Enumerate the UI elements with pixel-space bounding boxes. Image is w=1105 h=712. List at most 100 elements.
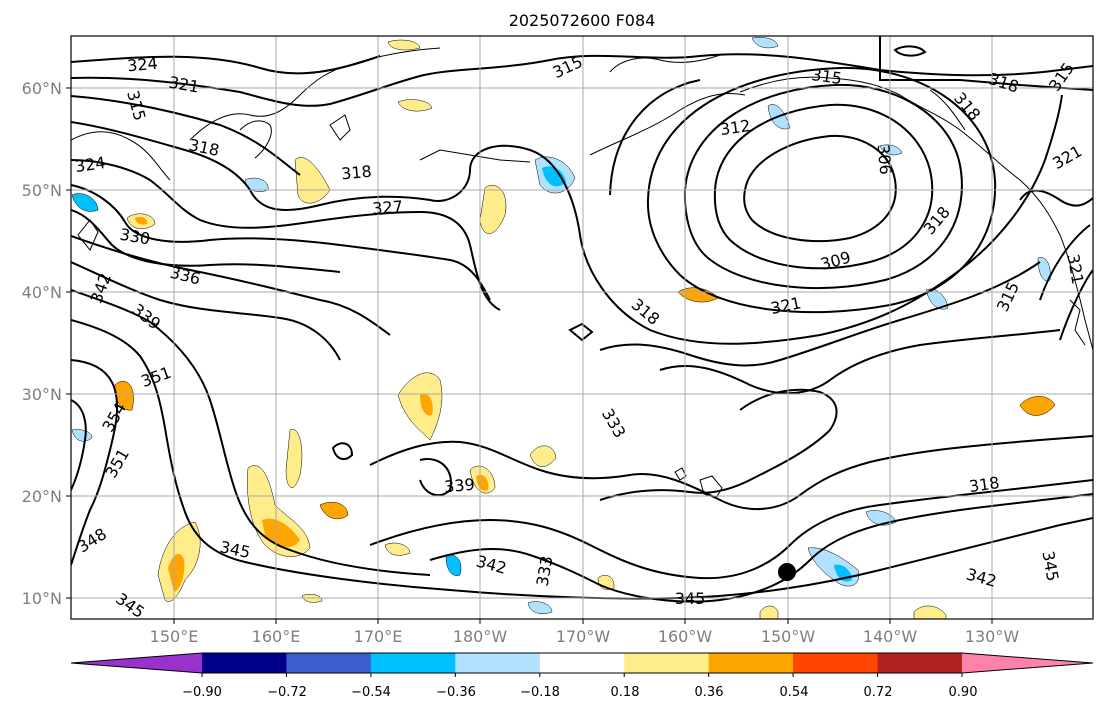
lon-label: 150°E	[150, 627, 199, 646]
shade-patch	[135, 216, 148, 225]
axis-ticks	[66, 87, 993, 624]
coastline	[589, 92, 746, 156]
coastline	[739, 76, 1093, 351]
contour-label: 339	[443, 475, 475, 497]
contour-line	[568, 322, 594, 342]
coastline	[609, 54, 721, 73]
contour-label: 318	[340, 162, 372, 184]
colorbar-label: 0.18	[611, 685, 640, 700]
colorbar-label: −0.54	[351, 685, 391, 700]
contour-label: 324	[74, 153, 107, 176]
colorbar-cell	[624, 653, 710, 673]
colorbar-cell	[202, 653, 287, 673]
contour-line	[609, 79, 701, 196]
lat-label: 10°N	[22, 589, 62, 608]
coastline	[239, 120, 272, 159]
lon-label: 160°E	[252, 627, 301, 646]
colorbar-cell	[962, 653, 1093, 673]
colorbar-cell	[455, 653, 541, 673]
contour-line	[71, 235, 391, 336]
shade-patch	[387, 39, 421, 51]
contour-label: 318	[968, 473, 1001, 496]
contour-line	[71, 159, 501, 311]
contour-line	[713, 103, 934, 270]
colorbar-cell	[793, 653, 879, 673]
lon-label: 140°W	[863, 627, 918, 646]
contour-line	[1019, 189, 1093, 207]
shade-patch	[384, 542, 411, 556]
shade-patch	[262, 518, 300, 548]
shade-patch	[751, 37, 779, 49]
colorbar-label: −0.72	[267, 685, 307, 700]
colorbar-label: −0.90	[182, 685, 222, 700]
map-frame	[70, 35, 1094, 620]
colorbar-cell	[877, 653, 963, 673]
lat-label: 60°N	[22, 79, 62, 98]
shade-patch	[71, 429, 93, 442]
colorbar-label: 0.72	[864, 685, 893, 700]
contour-line	[683, 83, 963, 290]
figure-title: 2025072600 F084	[509, 11, 656, 30]
contour-label: 312	[719, 116, 752, 139]
shade-patch	[397, 372, 443, 441]
colorbar-label: 0.54	[780, 685, 809, 700]
shade-patch	[1019, 396, 1056, 416]
coastline	[674, 467, 687, 481]
colorbar-cell	[71, 653, 202, 673]
lon-label: 170°E	[354, 627, 403, 646]
shade-patch	[285, 429, 303, 488]
contour-line	[71, 359, 119, 566]
coastline	[77, 219, 99, 251]
lon-label: 150°W	[761, 627, 816, 646]
coastline	[699, 475, 723, 499]
contour-line	[419, 458, 452, 497]
colorbar-label: 0.36	[695, 685, 724, 700]
contour-line	[1059, 269, 1093, 341]
coastline	[329, 114, 351, 141]
contour-line	[331, 442, 354, 461]
contour-line	[71, 261, 341, 361]
contour-line	[71, 95, 301, 176]
shade-patch	[445, 554, 462, 576]
shade-patch	[397, 99, 433, 112]
shade-patch	[759, 605, 779, 619]
lon-label: 170°W	[556, 627, 611, 646]
coastline	[929, 89, 966, 131]
contour-line	[71, 319, 1093, 600]
shade-patch	[542, 166, 566, 187]
colorbar-cell	[286, 653, 372, 673]
shade-patch	[71, 193, 99, 212]
shade-patch	[879, 144, 903, 156]
contour-label: 315	[810, 65, 843, 88]
contour-label: 306	[874, 143, 896, 175]
map-area: 324 321 315 318 318 327 324 330 336 342 …	[71, 36, 1093, 619]
lat-label: 30°N	[22, 385, 62, 404]
colorbar-cell	[370, 653, 456, 673]
coastline	[1069, 299, 1086, 346]
shade-patch	[479, 185, 507, 234]
contour-line	[599, 261, 1041, 367]
lon-label: 130°W	[965, 627, 1020, 646]
contour-line	[659, 329, 1061, 395]
colorbar-label: −0.36	[436, 685, 476, 700]
contour-line	[369, 435, 1093, 511]
contour-line	[369, 479, 1093, 580]
contour-line	[646, 66, 997, 314]
shade-patch	[420, 393, 433, 416]
lat-label: 40°N	[22, 283, 62, 302]
shade-patch	[913, 605, 947, 619]
coastline	[189, 47, 441, 141]
location-marker	[778, 563, 796, 581]
lat-label: 20°N	[22, 487, 62, 506]
shade-patch	[319, 501, 349, 520]
contour-label: 345	[675, 589, 706, 608]
colorbar-cell	[539, 653, 625, 673]
colorbar-label: 0.90	[949, 685, 978, 700]
contour-label: 327	[372, 197, 404, 218]
coastlines	[71, 47, 1093, 499]
contour-line	[879, 36, 1093, 91]
shade-patch	[1037, 257, 1051, 282]
height-contours	[71, 36, 1093, 603]
latitude-labels: 10°N 20°N 30°N 40°N 50°N 60°N	[22, 79, 62, 608]
